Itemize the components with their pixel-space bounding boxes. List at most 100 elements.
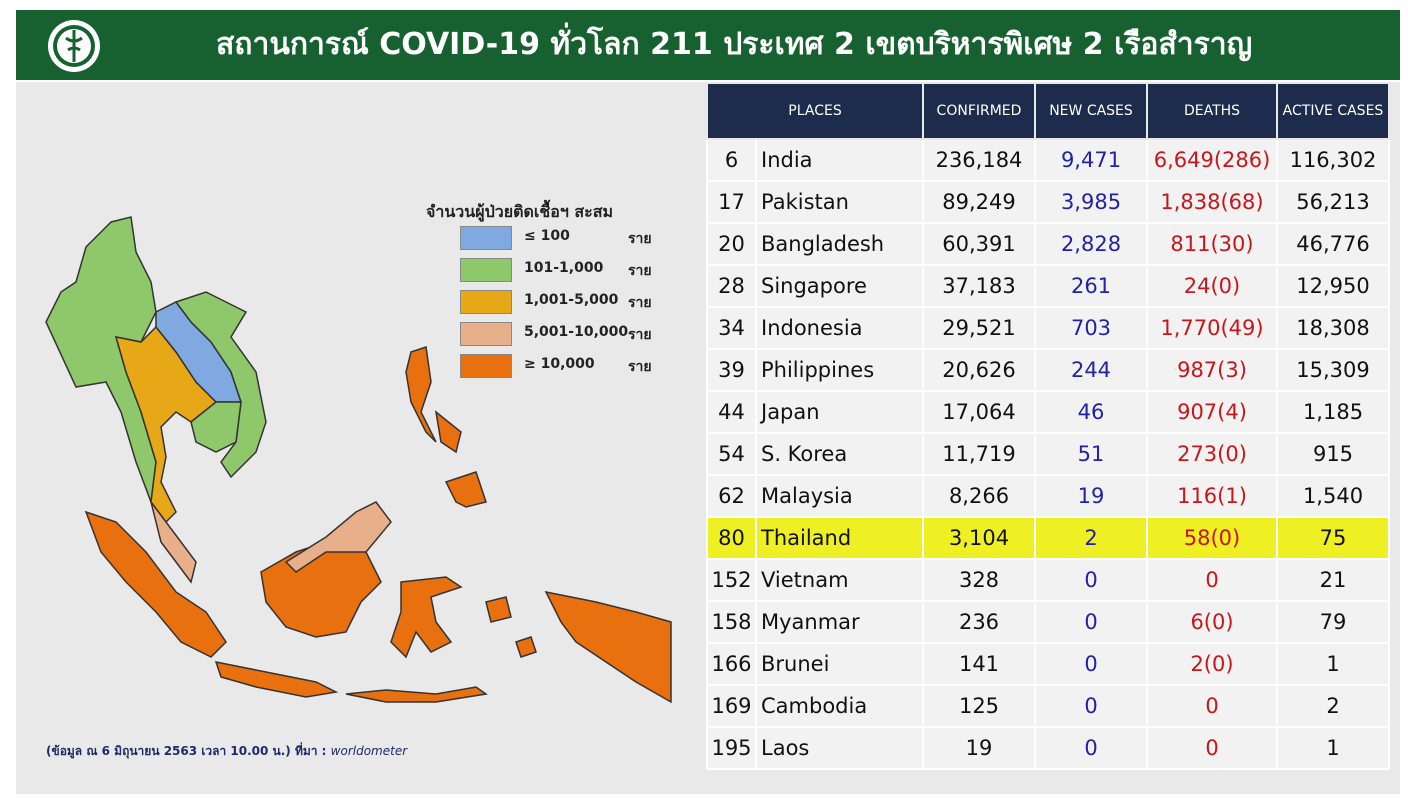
cell-conf: 236,184 <box>922 138 1036 182</box>
cell-new: 51 <box>1034 432 1148 476</box>
legend-range: 1,001-5,000 <box>524 292 619 308</box>
table-row: 54 S. Korea 11,719 51 273(0) 915 <box>706 432 1390 476</box>
cell-rank: 44 <box>706 390 757 434</box>
cell-active: 46,776 <box>1276 222 1390 266</box>
cell-place: Malaysia <box>755 474 924 518</box>
cell-conf: 141 <box>922 642 1036 686</box>
legend-range: 101-1,000 <box>524 260 604 276</box>
legend-swatch <box>460 226 512 250</box>
cell-deaths: 0 <box>1146 558 1278 602</box>
cell-deaths: 0 <box>1146 726 1278 770</box>
borneo <box>260 541 382 638</box>
cell-rank: 166 <box>706 642 757 686</box>
cell-place: Bangladesh <box>755 222 924 266</box>
cell-active: 21 <box>1276 558 1390 602</box>
cell-rank: 152 <box>706 558 757 602</box>
cell-deaths: 116(1) <box>1146 474 1278 518</box>
cell-rank: 28 <box>706 264 757 308</box>
cell-conf: 11,719 <box>922 432 1036 476</box>
panel: จำนวนผู้ป่วยติดเชื้อฯ สะสม ≤ 100 ราย 101-1… <box>16 82 1400 794</box>
cell-deaths: 2(0) <box>1146 642 1278 686</box>
cell-conf: 20,626 <box>922 348 1036 392</box>
cell-new: 261 <box>1034 264 1148 308</box>
cell-conf: 328 <box>922 558 1036 602</box>
cell-deaths: 24(0) <box>1146 264 1278 308</box>
cell-conf: 60,391 <box>922 222 1036 266</box>
column-header: PLACES <box>706 82 924 140</box>
note: (ข้อมูล ณ 6 มิถุนายน 2563 เวลา 10.00 น.)… <box>46 742 407 761</box>
table-row: 152 Vietnam 328 0 0 21 <box>706 558 1390 602</box>
cell-active: 2 <box>1276 684 1390 728</box>
cell-deaths: 0 <box>1146 684 1278 728</box>
table-row: 34 Indonesia 29,521 703 1,770(49) 18,308 <box>706 306 1390 350</box>
cell-rank: 195 <box>706 726 757 770</box>
malaysia <box>150 501 197 584</box>
cell-conf: 236 <box>922 600 1036 644</box>
cell-conf: 17,064 <box>922 390 1036 434</box>
header-row: PLACES CONFIRMED NEW CASES DEATHS ACTIVE CAS… <box>706 82 1390 140</box>
legend-item: ≥ 10,000 ราย <box>460 352 680 378</box>
legend-item: 1,001-5,000 ราย <box>460 288 680 314</box>
sulawesi <box>390 576 463 659</box>
cell-conf: 125 <box>922 684 1036 728</box>
cell-new: 2 <box>1034 516 1148 560</box>
cell-rank: 17 <box>706 180 757 224</box>
cell-deaths: 1,770(49) <box>1146 306 1278 350</box>
cell-active: 79 <box>1276 600 1390 644</box>
cell-active: 15,309 <box>1276 348 1390 392</box>
cell-rank: 80 <box>706 516 757 560</box>
cell-active: 75 <box>1276 516 1390 560</box>
note-source: worldometer <box>330 744 408 758</box>
table-row: 28 Singapore 37,183 261 24(0) 12,950 <box>706 264 1390 308</box>
cell-new: 0 <box>1034 726 1148 770</box>
philippines <box>405 346 487 508</box>
legend-unit: ราย <box>628 327 652 343</box>
column-header: DEATHS <box>1146 82 1278 140</box>
cell-rank: 6 <box>706 138 757 182</box>
table: PLACES CONFIRMED NEW CASES DEATHS ACTIVE CAS… <box>706 82 1390 770</box>
table-head: PLACES CONFIRMED NEW CASES DEATHS ACTIVE CAS… <box>706 82 1390 140</box>
cell-active: 915 <box>1276 432 1390 476</box>
legend-range: ≤ 100 <box>524 228 570 244</box>
cell-place: Pakistan <box>755 180 924 224</box>
note-text: (ข้อมูล ณ 6 มิถุนายน 2563 เวลา 10.00 น.)… <box>46 744 331 758</box>
cell-new: 19 <box>1034 474 1148 518</box>
cell-deaths: 273(0) <box>1146 432 1278 476</box>
legend-swatch <box>460 322 512 346</box>
legend-range: ≥ 10,000 <box>524 356 595 372</box>
cell-place: Philippines <box>755 348 924 392</box>
nusa <box>345 686 488 703</box>
cell-deaths: 1,838(68) <box>1146 180 1278 224</box>
legend-swatch <box>460 258 512 282</box>
java <box>214 661 339 698</box>
cell-active: 1,185 <box>1276 390 1390 434</box>
cell-new: 0 <box>1034 684 1148 728</box>
cell-new: 703 <box>1034 306 1148 350</box>
legend-unit: ราย <box>628 359 652 375</box>
sarawak-sabah <box>284 501 392 573</box>
cell-place: Indonesia <box>755 306 924 350</box>
title: สถานการณ์ COVID-19 ทั่วโลก 211 ประเทศ 2 … <box>216 27 1253 62</box>
table-row: 44 Japan 17,064 46 907(4) 1,185 <box>706 390 1390 434</box>
column-header: CONFIRMED <box>922 82 1036 140</box>
table-row: 39 Philippines 20,626 244 987(3) 15,309 <box>706 348 1390 392</box>
legend-unit: ราย <box>628 231 652 247</box>
cell-conf: 29,521 <box>922 306 1036 350</box>
column-header: ACTIVE CASES <box>1276 82 1390 140</box>
cell-conf: 3,104 <box>922 516 1036 560</box>
cell-new: 0 <box>1034 558 1148 602</box>
cell-place: Myanmar <box>755 600 924 644</box>
cell-rank: 34 <box>706 306 757 350</box>
cell-place: Vietnam <box>755 558 924 602</box>
cell-place: Laos <box>755 726 924 770</box>
cell-new: 46 <box>1034 390 1148 434</box>
sumatra <box>84 510 227 658</box>
table-body: 6 India 236,184 9,471 6,649(286) 116,302 17 Pak… <box>706 138 1390 770</box>
column-header: NEW CASES <box>1034 82 1148 140</box>
cell-place: Thailand <box>755 516 924 560</box>
cambodia <box>190 401 242 453</box>
legend-item: 5,001-10,000 ราย <box>460 320 680 346</box>
legend-item: ≤ 100 ราย <box>460 224 680 250</box>
cell-place: Brunei <box>755 642 924 686</box>
